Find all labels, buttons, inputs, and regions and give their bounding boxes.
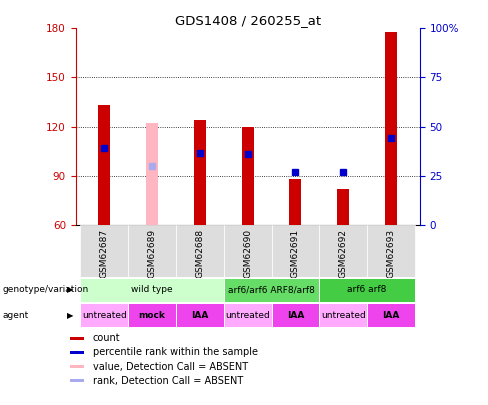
Text: wild type: wild type — [131, 286, 173, 294]
Bar — [70, 351, 84, 354]
Text: arf6 arf8: arf6 arf8 — [347, 286, 387, 294]
Text: IAA: IAA — [287, 311, 304, 320]
Bar — [385, 32, 397, 225]
Text: mock: mock — [139, 311, 165, 320]
Bar — [242, 126, 254, 225]
Bar — [146, 123, 158, 225]
Text: agent: agent — [2, 311, 29, 320]
Bar — [70, 337, 84, 340]
Text: untreated: untreated — [321, 311, 366, 320]
Text: GSM62688: GSM62688 — [195, 229, 204, 278]
Bar — [271, 225, 319, 277]
Bar — [70, 365, 84, 368]
Bar — [367, 225, 415, 277]
Bar — [81, 278, 224, 302]
Text: untreated: untreated — [82, 311, 127, 320]
Bar — [99, 105, 110, 225]
Bar — [319, 225, 367, 277]
Text: untreated: untreated — [225, 311, 270, 320]
Title: GDS1408 / 260255_at: GDS1408 / 260255_at — [175, 14, 321, 27]
Text: IAA: IAA — [191, 311, 208, 320]
Text: genotype/variation: genotype/variation — [2, 286, 89, 294]
Bar — [81, 303, 128, 327]
Bar — [224, 303, 271, 327]
Text: rank, Detection Call = ABSENT: rank, Detection Call = ABSENT — [93, 376, 243, 386]
Text: GSM62693: GSM62693 — [386, 229, 395, 278]
Text: IAA: IAA — [382, 311, 400, 320]
Text: GSM62691: GSM62691 — [291, 229, 300, 278]
Bar — [194, 120, 206, 225]
Text: GSM62690: GSM62690 — [243, 229, 252, 278]
Bar — [224, 278, 319, 302]
Text: GSM62687: GSM62687 — [100, 229, 109, 278]
Bar — [337, 189, 349, 225]
Text: value, Detection Call = ABSENT: value, Detection Call = ABSENT — [93, 362, 248, 372]
Text: ▶: ▶ — [67, 311, 73, 320]
Bar — [319, 278, 415, 302]
Text: GSM62689: GSM62689 — [147, 229, 157, 278]
Text: arf6/arf6 ARF8/arf8: arf6/arf6 ARF8/arf8 — [228, 286, 315, 294]
Bar — [81, 225, 128, 277]
Bar — [176, 225, 224, 277]
Bar — [128, 303, 176, 327]
Text: ▶: ▶ — [67, 286, 73, 294]
Text: percentile rank within the sample: percentile rank within the sample — [93, 347, 258, 358]
Bar — [271, 303, 319, 327]
Text: GSM62692: GSM62692 — [339, 229, 348, 278]
Bar — [367, 303, 415, 327]
Bar — [319, 303, 367, 327]
Text: count: count — [93, 333, 121, 343]
Bar — [289, 179, 302, 225]
Bar — [224, 225, 271, 277]
Bar — [70, 379, 84, 382]
Bar — [176, 303, 224, 327]
Bar — [128, 225, 176, 277]
